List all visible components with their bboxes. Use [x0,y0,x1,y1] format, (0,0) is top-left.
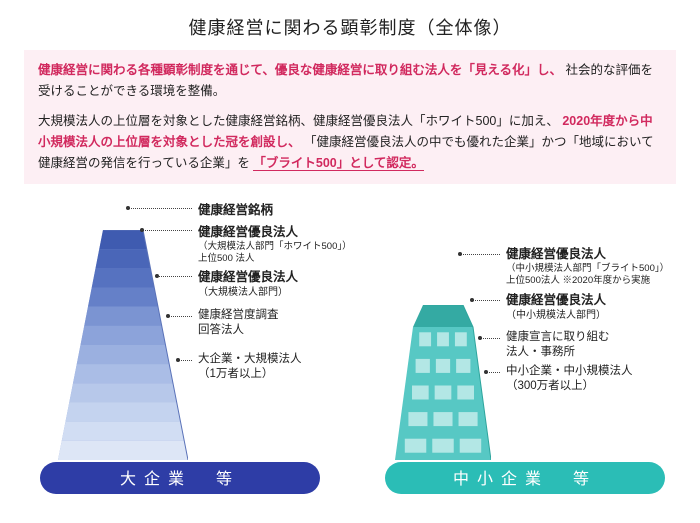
annots-left-item: 健康経営度調査 回答法人 [198,308,279,338]
annots-right-item: 中小企業・中小規模法人 （300万者以上） [506,364,633,394]
intro-p2-a: 大規模法人の上位層を対象とした健康経営銘柄、健康経営優良法人「ホワイト500」に… [38,114,559,128]
annots-right-item: 健康宣言に取り組む 法人・事務所 [506,330,610,360]
intro-p2-highlight2: 「ブライト500」として認定。 [253,156,423,171]
annots-right-item: 健康経営優良法人（中小規模法人部門「ブライト500」） 上位500法人 ※202… [506,246,669,287]
annots-left-item: 健康経営優良法人（大規模法人部門「ホワイト500」） 上位500 法人 [198,224,352,265]
leader-line [168,316,192,317]
annots-left-item: 健康経営優良法人（大規模法人部門） [198,269,298,298]
leader-line [128,208,192,209]
leader-line [142,230,192,231]
leader-line [157,276,192,277]
intro-p1: 健康経営に関わる各種顕彰制度を通じて、優良な健康経営に取り組む法人を「見える化」… [38,60,662,103]
annots-right-item: 健康経営優良法人（中小規模法人部門） [506,292,606,321]
leader-line [178,360,192,361]
intro-p2: 大規模法人の上位層を対象とした健康経営銘柄、健康経営優良法人「ホワイト500」に… [38,111,662,175]
leader-dot [470,298,474,302]
intro-p1-highlight: 健康経営に関わる各種顕彰制度を通じて、優良な健康経営に取り組む法人を「見える化」… [38,63,562,77]
diagram-area: 健康経営銘柄健康経営優良法人（大規模法人部門「ホワイト500」） 上位500 法… [0,192,700,502]
leader-dot [126,206,130,210]
pill-large-corp: 大企業 等 [40,462,320,494]
annots-left-item: 健康経営銘柄 [198,202,273,218]
leader-line [460,254,500,255]
building-large-corp [58,230,188,460]
building-sme [395,305,491,460]
intro-box: 健康経営に関わる各種顕彰制度を通じて、優良な健康経営に取り組む法人を「見える化」… [24,50,676,184]
leader-line [480,338,500,339]
annots-left-item: 大企業・大規模法人 （1万者以上） [198,352,302,382]
leader-dot [458,252,462,256]
leader-line [472,300,500,301]
building-large-svg [58,230,188,460]
pill-sme: 中小企業 等 [385,462,665,494]
page-title: 健康経営に関わる顕彰制度（全体像） [0,0,700,50]
building-sme-svg [395,305,491,460]
leader-line [486,372,500,373]
